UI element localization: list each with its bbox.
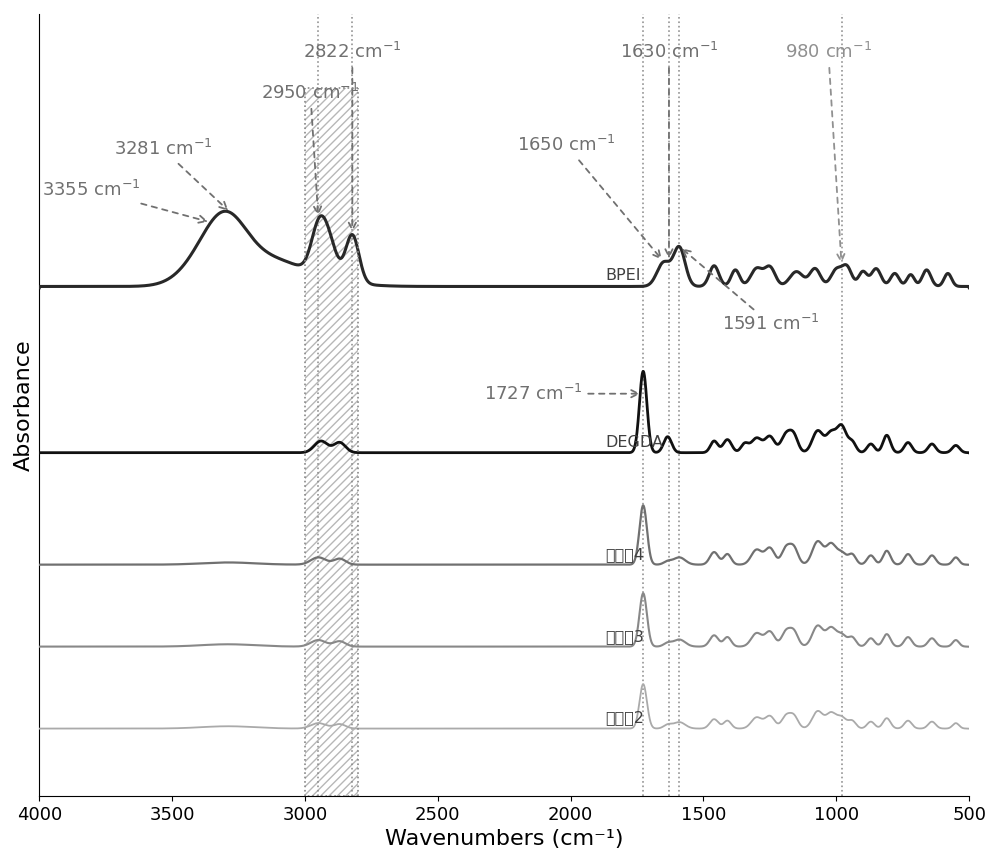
Text: 实施兙4: 实施兙4 xyxy=(605,546,644,562)
Text: 1630 cm$^{-1}$: 1630 cm$^{-1}$ xyxy=(620,42,718,256)
Text: 980 cm$^{-1}$: 980 cm$^{-1}$ xyxy=(785,42,872,261)
Text: 2822 cm$^{-1}$: 2822 cm$^{-1}$ xyxy=(303,42,402,230)
Text: 实施兙3: 实施兙3 xyxy=(605,628,644,644)
X-axis label: Wavenumbers (cm⁻¹): Wavenumbers (cm⁻¹) xyxy=(385,829,624,849)
Text: 1591 cm$^{-1}$: 1591 cm$^{-1}$ xyxy=(683,249,820,334)
Text: 2950 cm$^{-1}$: 2950 cm$^{-1}$ xyxy=(261,83,359,214)
Text: 3355 cm$^{-1}$: 3355 cm$^{-1}$ xyxy=(42,180,206,223)
Text: BPEI: BPEI xyxy=(605,268,641,283)
Text: 实施兙2: 实施兙2 xyxy=(605,710,644,726)
Bar xyxy=(305,88,358,796)
Text: DEGDA: DEGDA xyxy=(605,435,663,450)
Y-axis label: Absorbance: Absorbance xyxy=(14,339,34,470)
Text: 1650 cm$^{-1}$: 1650 cm$^{-1}$ xyxy=(517,135,661,258)
Text: 1727 cm$^{-1}$: 1727 cm$^{-1}$ xyxy=(484,384,638,404)
Text: 3281 cm$^{-1}$: 3281 cm$^{-1}$ xyxy=(114,139,227,210)
